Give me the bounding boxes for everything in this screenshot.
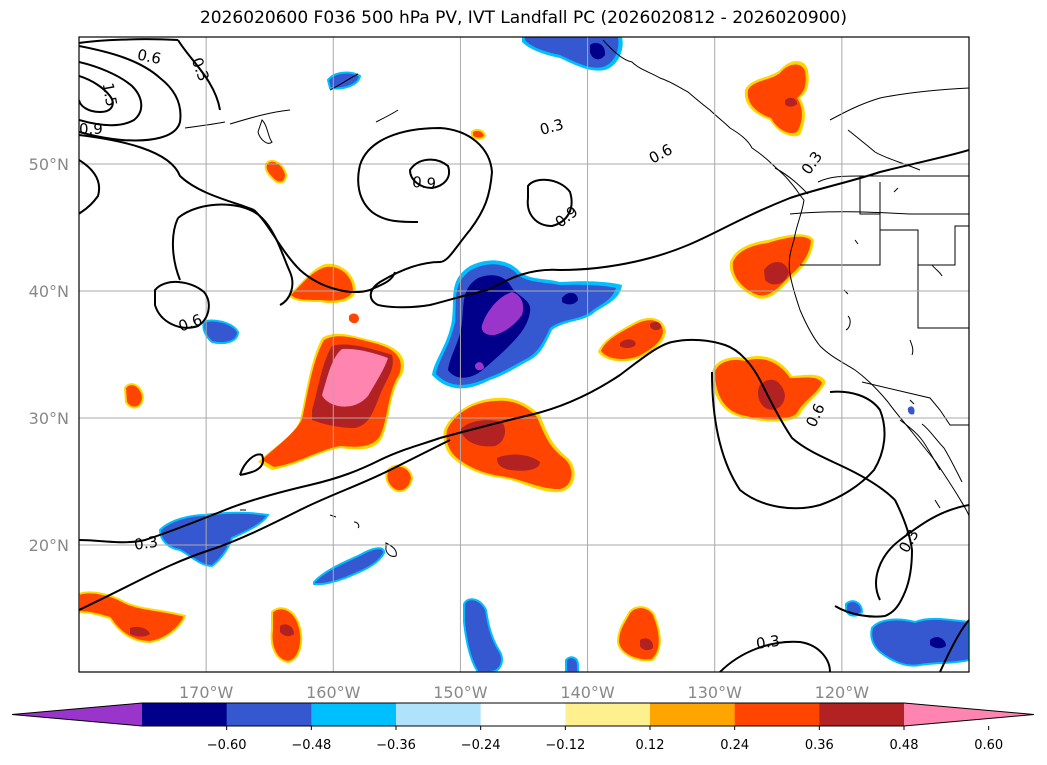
contour-label: 0.9 xyxy=(79,120,103,138)
latitude-label: 30°N xyxy=(29,409,69,428)
longitude-label: 170°W xyxy=(179,683,234,702)
longitude-label: 130°W xyxy=(688,683,743,702)
contour-label: 0.3 xyxy=(133,533,159,554)
positive-anomaly-region xyxy=(349,313,359,324)
map-title: 2026020600 F036 500 hPa PV, IVT Landfall… xyxy=(199,8,847,28)
colorbar-tick-label: 0.48 xyxy=(890,738,919,753)
colorbar-segment xyxy=(734,703,820,726)
colorbar-segment xyxy=(311,703,397,726)
latitude-labels: 20°N 30°N 40°N 50°N xyxy=(29,155,69,555)
negative-anomaly-region xyxy=(202,319,240,345)
positive-anomaly-region xyxy=(123,383,145,409)
colorbar-tick-label: −0.60 xyxy=(207,738,247,753)
colorbar-segment xyxy=(565,703,651,726)
colorbar-segment xyxy=(650,703,736,726)
colorbar-segment xyxy=(819,703,905,726)
colorbar-tick-label: −0.48 xyxy=(291,738,331,753)
longitude-label: 160°W xyxy=(306,683,361,702)
contour-label: 0.3 xyxy=(755,632,781,653)
positive-anomaly-region xyxy=(785,97,797,107)
latitude-label: 50°N xyxy=(29,155,69,174)
longitude-labels: 170°W 160°W 150°W 140°W 130°W 120°W xyxy=(179,683,869,702)
positive-anomaly-region xyxy=(79,591,187,644)
colorbar-tick-label: −0.24 xyxy=(461,738,501,753)
colorbar-segment xyxy=(226,703,312,726)
negative-anomaly-region xyxy=(907,406,915,415)
pv-contours xyxy=(79,38,969,672)
positive-anomaly-region xyxy=(764,261,789,285)
colorbar-tick-label: 0.60 xyxy=(974,738,1003,753)
positive-anomaly-region xyxy=(322,348,388,407)
positive-anomaly-region xyxy=(460,420,506,447)
longitude-label: 120°W xyxy=(815,683,870,702)
colorbar-segment xyxy=(480,703,566,726)
positive-anomaly-region xyxy=(264,159,288,184)
colorbar-segment xyxy=(142,703,228,726)
contour-label: 0.3 xyxy=(538,115,566,139)
latitude-label: 20°N xyxy=(29,536,69,555)
colorbar-tick-label: 0.24 xyxy=(720,738,749,753)
contour-label: 0.6 xyxy=(136,46,163,69)
positive-anomaly-region xyxy=(601,320,663,359)
map-frame xyxy=(78,36,970,673)
contour-label: 1.5 xyxy=(99,81,121,108)
gridlines xyxy=(79,37,969,672)
positive-anomaly-region xyxy=(130,626,150,637)
shaded-field xyxy=(79,37,969,672)
coastlines xyxy=(184,39,969,557)
negative-anomaly-region xyxy=(590,42,606,60)
positive-anomaly-region xyxy=(280,624,294,637)
colorbar xyxy=(11,702,1035,727)
colorbar-tick-label: 0.12 xyxy=(636,738,665,753)
colorbar-tick-label: 0.36 xyxy=(805,738,834,753)
map-content: 0.6 0.3 1.5 0.9 0.3 0.6 0.9 0.9 0.3 0.6 … xyxy=(79,37,969,672)
negative-anomaly-region xyxy=(930,637,946,649)
latitude-label: 40°N xyxy=(29,282,69,301)
colorbar-outline xyxy=(11,702,1035,727)
longitude-label: 150°W xyxy=(433,683,488,702)
negative-anomaly-region xyxy=(565,656,579,672)
negative-anomaly-region xyxy=(326,71,362,90)
negative-anomaly-region xyxy=(562,292,578,305)
negative-anomaly-region xyxy=(475,362,484,371)
negative-anomaly-region xyxy=(870,617,969,667)
colorbar-segment xyxy=(396,703,482,726)
negative-anomaly-region xyxy=(313,547,385,586)
positive-anomaly-region xyxy=(497,454,540,471)
colorbar-tick-label: −0.12 xyxy=(545,738,585,753)
colorbar-extend-low xyxy=(12,703,142,726)
positive-anomaly-region xyxy=(471,128,487,140)
positive-anomaly-region xyxy=(640,638,654,651)
negative-anomaly-region xyxy=(158,511,270,568)
colorbar-extend-high xyxy=(904,703,1034,726)
negative-anomaly-region xyxy=(481,292,524,336)
positive-anomaly-region xyxy=(385,464,414,493)
colorbar-tick-label: −0.36 xyxy=(376,738,416,753)
contour-label: 0.9 xyxy=(411,173,436,193)
colorbar-labels: −0.60 −0.48 −0.36 −0.24 −0.12 0.12 0.24 0.36 0.4… xyxy=(207,726,1003,753)
positive-anomaly-region xyxy=(747,64,806,134)
longitude-label: 140°W xyxy=(560,683,615,702)
positive-anomaly-region xyxy=(650,321,662,331)
positive-anomaly-region xyxy=(620,339,636,349)
negative-anomaly-region xyxy=(463,598,503,672)
